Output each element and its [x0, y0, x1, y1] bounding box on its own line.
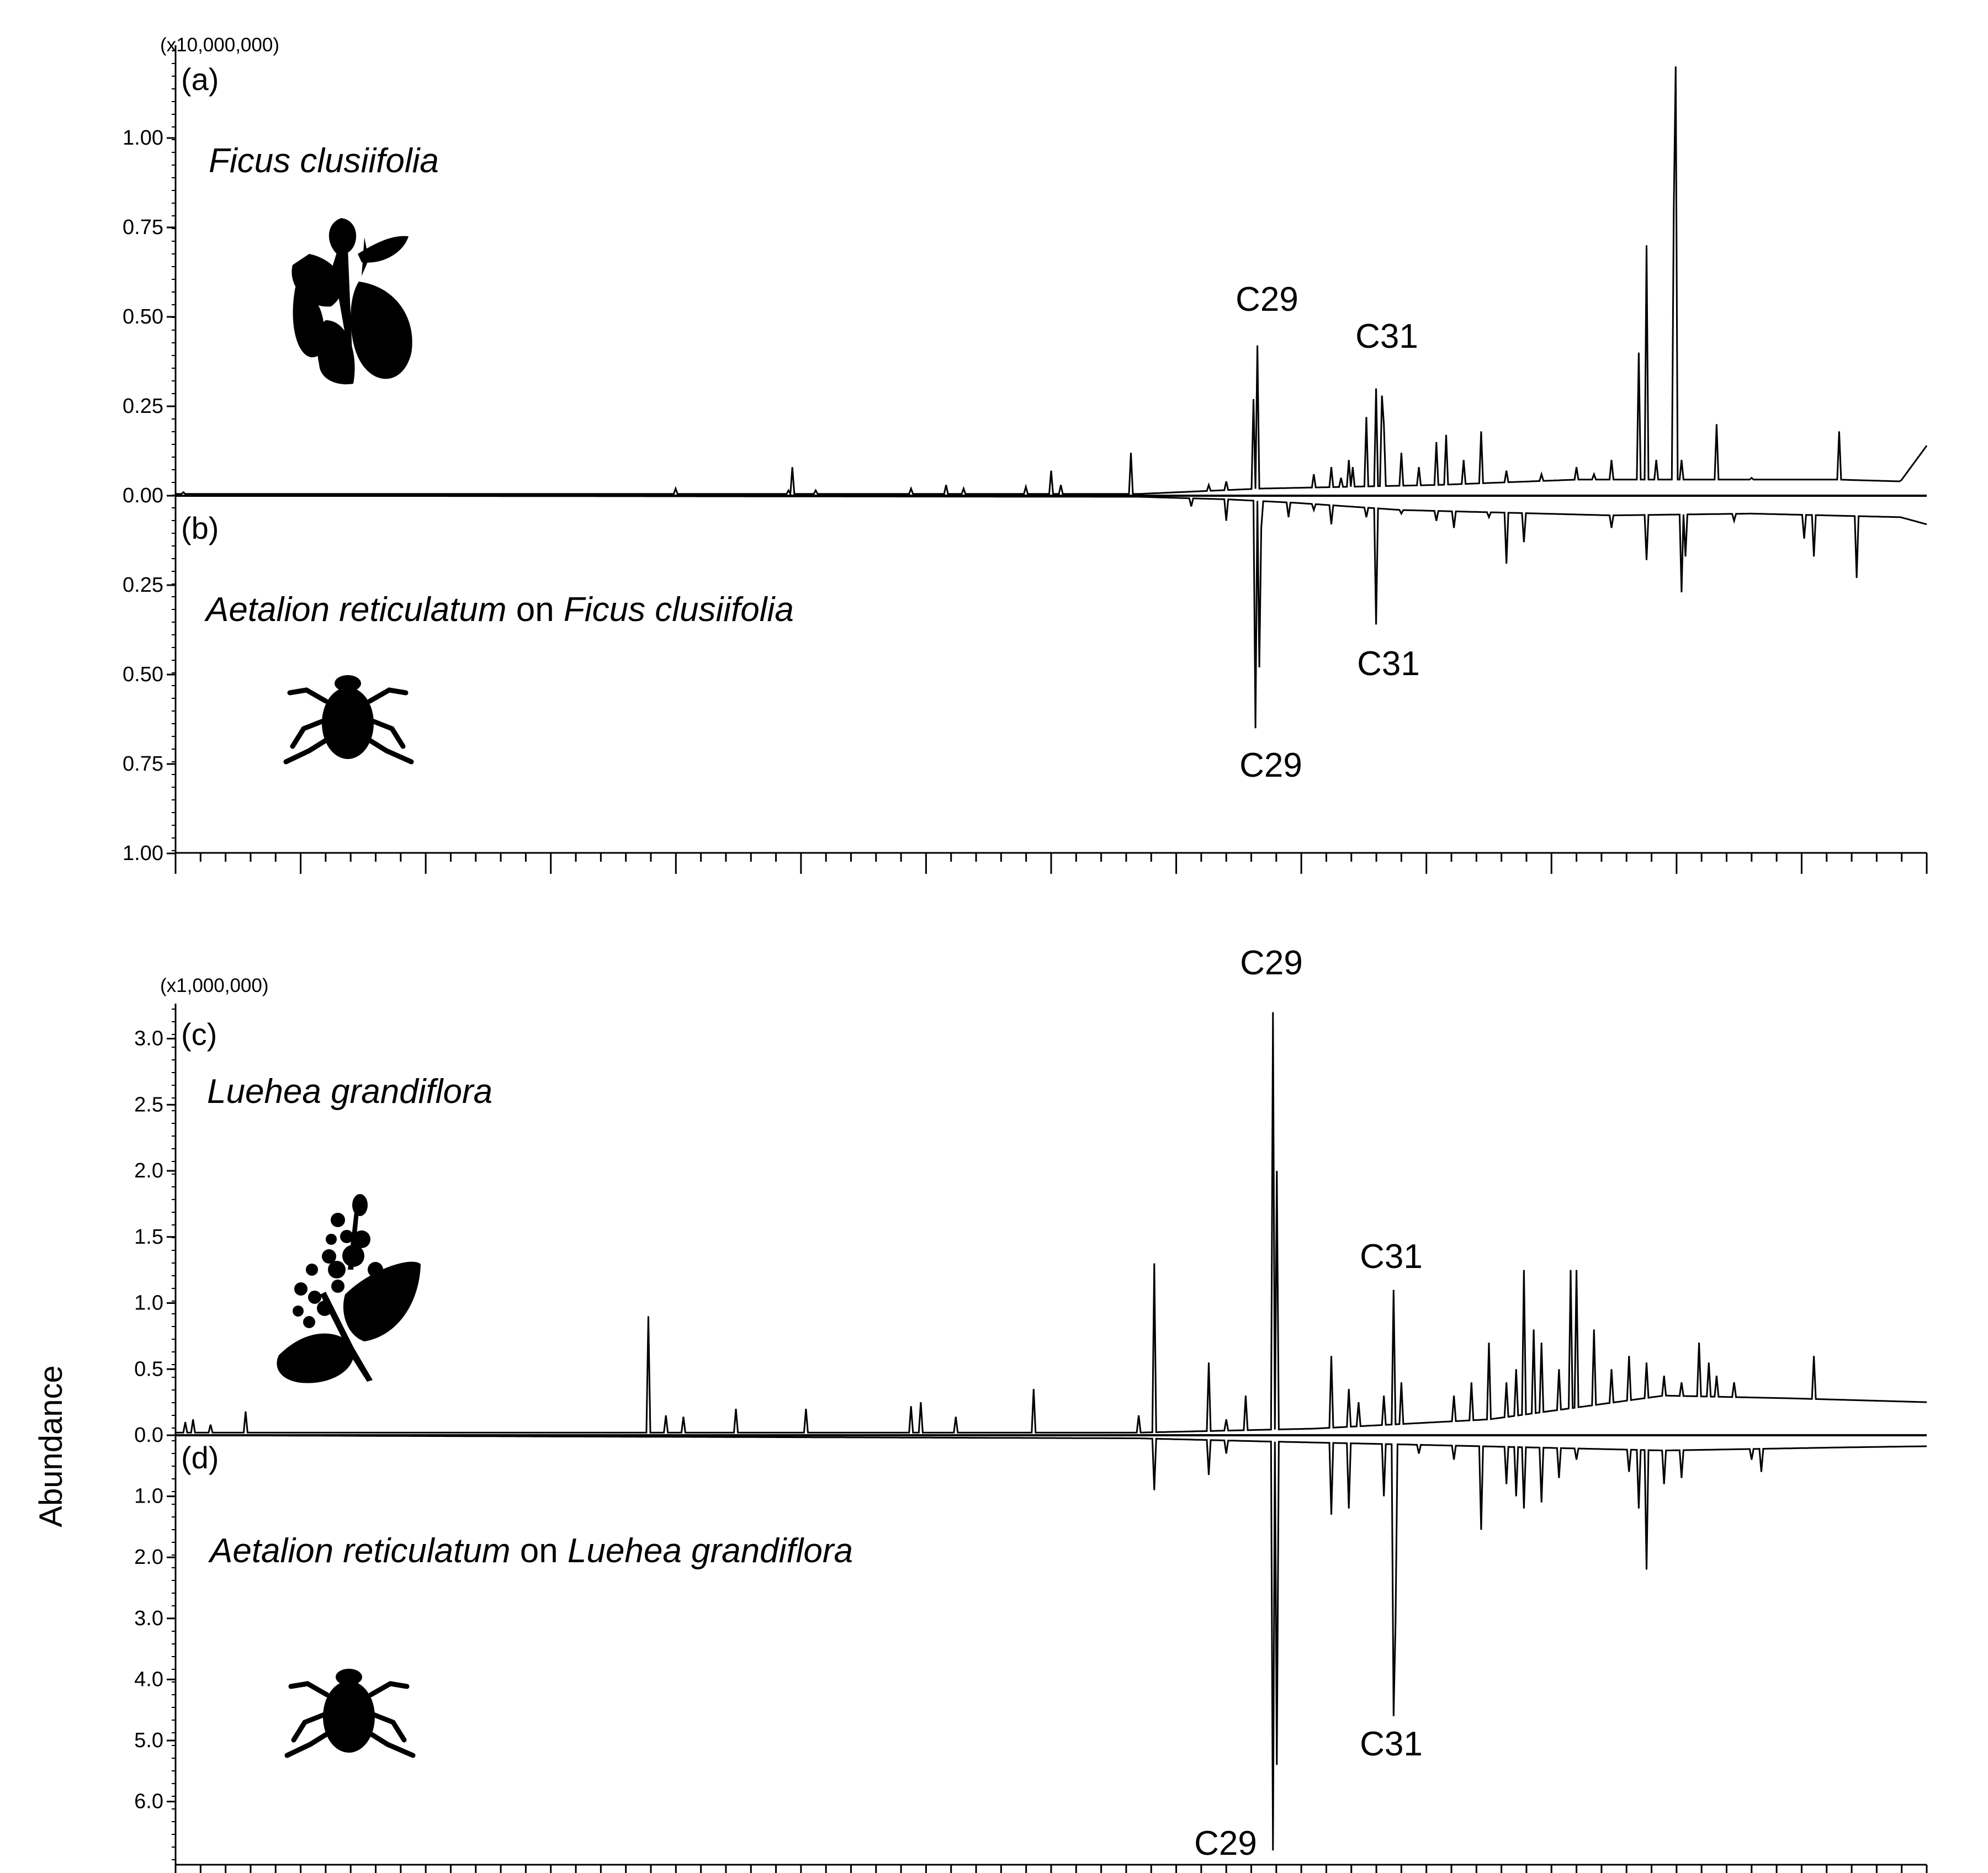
species-label-d: Aetalion reticulatum on Luehea grandiflo… [208, 1532, 853, 1570]
peak-label-a-c31: C31 [1355, 317, 1418, 356]
y-tick-label: 2.0 [134, 1159, 163, 1182]
y-tick-label: 2.5 [134, 1093, 163, 1116]
y-axis-label: Abundance [33, 1365, 69, 1527]
chart-bottom: (x1,000,000) 0.0 0.5 1.0 1.5 2.0 2.5 3.0 1.0 2.0… [134, 944, 1928, 1873]
series-line [176, 1434, 1927, 1851]
peak-label-b-c29: C29 [1239, 746, 1302, 784]
species-label-a: Ficus clusiifolia [209, 142, 439, 180]
series-c [176, 1012, 1927, 1434]
species-d-on: on [511, 1532, 568, 1570]
series-line [176, 495, 1927, 729]
panel-label-c: (c) [181, 1017, 217, 1052]
y-tick-label: 0.25 [123, 395, 163, 418]
y-tick-label: 3.0 [134, 1607, 163, 1630]
y-axis-ticks-bottom: 0.0 0.5 1.0 1.5 2.0 2.5 3.0 1.0 2.0 3.0 4.0 5.0 6.0 [134, 1004, 1927, 1873]
series-a [176, 66, 1928, 497]
panel-label-b: (b) [181, 511, 219, 545]
series-line [176, 1012, 1927, 1434]
peak-label-b-c31: C31 [1357, 645, 1420, 683]
y-tick-label: 5.0 [134, 1729, 163, 1752]
peak-label-d-c29: C29 [1194, 1824, 1257, 1863]
y-tick-label: 4.0 [134, 1668, 163, 1691]
peak-label-c-c31: C31 [1360, 1238, 1423, 1276]
species-label-c: Luehea grandiflora [207, 1073, 492, 1111]
y-tick-label: 0.0 [134, 1424, 163, 1447]
y-tick-label: 0.50 [123, 663, 163, 686]
y-tick-label: 0.5 [134, 1357, 163, 1381]
y-tick-label: 0.00 [123, 484, 163, 507]
y-tick-label: 1.0 [134, 1485, 163, 1508]
species-a-name: Ficus clusiifolia [209, 142, 439, 180]
y-tick-label: 0.25 [123, 574, 163, 597]
x-axis-ticks-top [174, 853, 1928, 874]
species-d-host: Luehea grandiflora [568, 1532, 853, 1570]
species-b-host: Ficus clusiifolia [564, 591, 794, 629]
series-b [176, 495, 1927, 729]
beetle-icon [284, 1669, 416, 1758]
peak-label-c-c29: C29 [1240, 944, 1303, 982]
x-axis-ticks-bottom [174, 1865, 1928, 1873]
species-b-on: on [507, 591, 564, 629]
flower-plant-icon [277, 1194, 421, 1383]
y-tick-label: 1.00 [123, 842, 163, 865]
y-tick-label: 1.0 [134, 1292, 163, 1315]
scale-label-bottom: (x1,000,000) [160, 975, 269, 996]
species-b-insect: Aetalion reticulatum [204, 591, 507, 629]
y-tick-label: 0.75 [123, 752, 163, 776]
y-tick-label: 6.0 [134, 1790, 163, 1813]
y-tick-label: 0.75 [123, 216, 163, 239]
panel-label-d: (d) [181, 1440, 219, 1475]
peak-label-d-c31: C31 [1360, 1725, 1423, 1763]
y-tick-label: 0.50 [123, 305, 163, 328]
y-tick-label: 3.0 [134, 1027, 163, 1050]
chart-top: (x10,000,000) 0.00 0.25 0.50 0.75 1.00 0.25 0.… [123, 34, 1928, 874]
peak-label-a-c29: C29 [1236, 280, 1298, 319]
series-line [176, 66, 1928, 497]
y-tick-label: 2.0 [134, 1546, 163, 1569]
species-label-b: Aetalion reticulatum on Ficus clusiifoli… [204, 591, 794, 629]
y-tick-label: 1.00 [123, 126, 163, 150]
species-c-name: Luehea grandiflora [207, 1073, 492, 1111]
series-d [176, 1434, 1927, 1851]
beetle-icon [283, 675, 414, 765]
species-d-insect: Aetalion reticulatum [208, 1532, 511, 1570]
y-tick-label: 1.5 [134, 1225, 163, 1249]
scale-label-top: (x10,000,000) [160, 34, 279, 56]
panel-label-a: (a) [181, 62, 219, 97]
plant-icon [291, 218, 412, 385]
